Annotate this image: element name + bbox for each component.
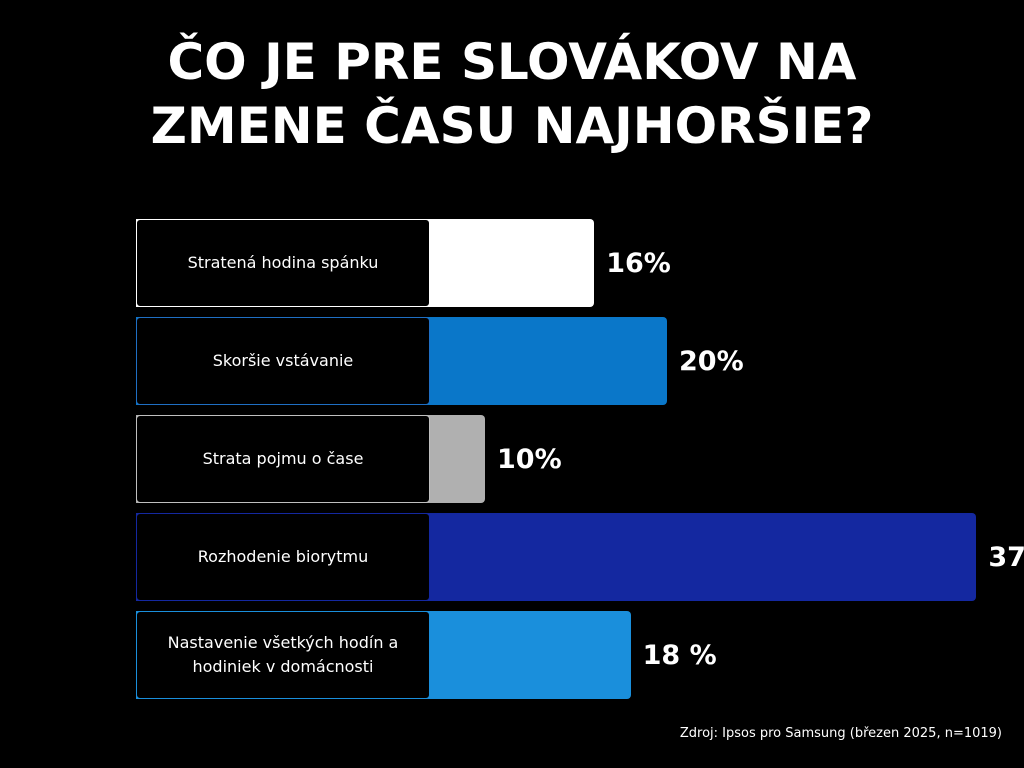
category-label: Stratená hodina spánku (187, 253, 379, 272)
value-label: 18 % (642, 639, 717, 671)
value-label: 37% (988, 541, 1024, 573)
category-label: Strata pojmu o čase (202, 449, 364, 468)
chart-title-line-1: ČO JE PRE SLOVÁKOV NA (167, 33, 857, 91)
category-label-box: Strata pojmu o čase (136, 415, 430, 503)
category-label-box: Rozhodenie biorytmu (136, 513, 430, 601)
value-label: 20% (679, 345, 744, 377)
value-label: 16% (606, 247, 671, 279)
category-label-box: Stratená hodina spánku (136, 219, 430, 307)
category-label: Nastavenie všetkých hodín a hodiniek v d… (167, 633, 399, 676)
category-label: Rozhodenie biorytmu (197, 547, 369, 566)
category-label-box: Nastavenie všetkých hodín a hodiniek v d… (136, 611, 430, 699)
value-label: 10% (497, 443, 562, 475)
category-label-box: Skoršie vstávanie (136, 317, 430, 405)
chart-title-line-2: ZMENE ČASU NAJHORŠIE? (150, 97, 874, 155)
source-note: Zdroj: Ipsos pro Samsung (březen 2025, n… (679, 726, 1002, 741)
category-label: Skoršie vstávanie (212, 351, 354, 370)
chart-title: ČO JE PRE SLOVÁKOV NA ZMENE ČASU NAJHORŠ… (0, 30, 1024, 158)
